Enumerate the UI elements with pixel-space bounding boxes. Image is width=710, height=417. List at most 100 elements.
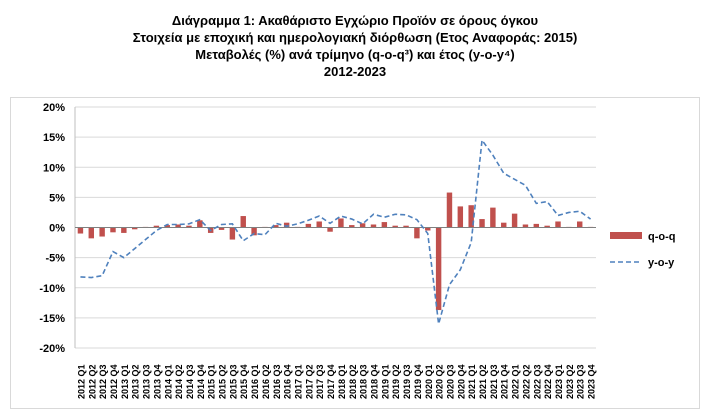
x-tick-label: 2014 Q1	[163, 364, 173, 399]
x-tick-label: 2012 Q2	[87, 364, 97, 399]
chart-title-line-2: Στοιχεία με εποχική και ημερολογιακή διό…	[132, 30, 578, 45]
x-tick-label: 2020 Q4	[456, 364, 466, 399]
y-tick-label: -5%	[45, 253, 65, 265]
line-y-o-y	[80, 137, 592, 325]
y-tick-label: 5%	[49, 192, 65, 204]
x-tick-label: 2017 Q3	[315, 364, 325, 399]
bar-q-o-q	[403, 225, 409, 228]
x-tick-label: 2021 Q4	[500, 364, 510, 399]
legend-label-y-o-y: y-o-y	[648, 257, 675, 269]
bar-q-o-q	[316, 221, 322, 228]
bar-q-o-q	[273, 225, 279, 228]
bar-q-o-q	[468, 205, 474, 228]
x-tick-label: 2020 Q3	[445, 364, 455, 399]
y-tick-label: -20%	[39, 343, 65, 355]
x-tick-label: 2019 Q1	[380, 364, 390, 399]
bar-q-o-q	[186, 225, 192, 228]
x-tick-label: 2023 Q3	[576, 364, 586, 399]
x-tick-label: 2012 Q4	[109, 364, 119, 399]
bar-q-o-q	[446, 192, 453, 228]
x-tick-label: 2019 Q3	[402, 364, 412, 399]
legend-swatch-q-o-q	[610, 232, 642, 239]
bar-q-o-q	[435, 227, 442, 311]
x-tick-label: 2013 Q2	[131, 364, 141, 399]
x-tick-label: 2012 Q3	[98, 364, 108, 399]
bar-q-o-q	[381, 222, 388, 228]
x-tick-label: 2016 Q2	[261, 364, 271, 399]
bar-q-o-q	[251, 227, 257, 236]
y-tick-label: -10%	[39, 283, 65, 295]
bar-q-o-q	[110, 227, 116, 233]
x-tick-label: 2017 Q2	[304, 364, 314, 399]
chart-title: Διάγραμμα 1: Ακαθάριστο Εγχώριο Προϊόν σ…	[0, 12, 710, 80]
bar-q-o-q	[555, 221, 561, 228]
bar-q-o-q	[77, 227, 84, 234]
x-tick-label: 2014 Q2	[174, 364, 184, 399]
chart-title-line-3: Μεταβολές (%) ανά τρίμηνο (q-o-q³) και έ…	[195, 47, 515, 62]
bar-q-o-q	[338, 218, 344, 228]
x-tick-label: 2022 Q3	[532, 364, 542, 399]
y-tick-label: -15%	[39, 313, 65, 325]
bar-q-o-q	[305, 223, 312, 228]
x-tick-label: 2015 Q2	[218, 364, 228, 399]
bar-q-o-q	[131, 227, 138, 230]
bar-q-o-q	[121, 227, 127, 233]
x-tick-label: 2019 Q4	[413, 364, 423, 399]
bar-q-o-q	[522, 224, 529, 228]
bar-q-o-q	[577, 221, 583, 228]
bar-q-o-q	[164, 225, 170, 228]
x-tick-label: 2022 Q4	[543, 364, 553, 399]
x-tick-label: 2023 Q4	[587, 364, 597, 399]
x-tick-label: 2022 Q1	[511, 364, 521, 399]
bar-q-o-q	[88, 227, 94, 239]
bar-q-o-q	[359, 223, 366, 228]
legend-label-q-o-q: q-o-q	[648, 231, 675, 243]
bar-q-o-q	[153, 225, 160, 228]
x-tick-label: 2023 Q1	[554, 364, 564, 399]
x-tick-label: 2020 Q2	[435, 364, 445, 399]
x-tick-label: 2016 Q4	[283, 364, 293, 399]
bar-q-o-q	[218, 227, 225, 230]
x-tick-label: 2018 Q3	[359, 364, 369, 399]
x-tick-label: 2021 Q3	[489, 364, 499, 399]
chart-title-line-4: 2012-2023	[323, 64, 387, 79]
x-tick-label: 2023 Q2	[565, 364, 575, 399]
bar-q-o-q	[501, 222, 507, 228]
bar-q-o-q	[392, 225, 398, 228]
x-tick-label: 2013 Q4	[152, 364, 162, 399]
x-tick-label: 2018 Q2	[348, 364, 358, 399]
x-tick-label: 2020 Q1	[424, 364, 434, 399]
x-tick-label: 2015 Q4	[239, 364, 249, 399]
bar-q-o-q	[425, 227, 431, 231]
bar-q-o-q	[414, 227, 420, 239]
x-tick-label: 2022 Q2	[521, 364, 531, 399]
bar-q-o-q	[175, 224, 181, 228]
bar-q-o-q	[544, 225, 550, 228]
bar-q-o-q	[370, 224, 377, 228]
x-tick-label: 2015 Q3	[228, 364, 238, 399]
bar-q-o-q	[283, 222, 290, 228]
x-tick-label: 2021 Q2	[478, 364, 488, 399]
x-tick-label: 2017 Q1	[294, 364, 304, 399]
bar-q-o-q	[349, 225, 355, 228]
bar-q-o-q	[533, 223, 540, 228]
bar-q-o-q	[511, 213, 518, 228]
y-tick-label: 15%	[43, 132, 65, 144]
y-tick-label: 10%	[43, 162, 65, 174]
x-tick-label: 2017 Q4	[326, 364, 336, 399]
bar-q-o-q	[490, 207, 496, 228]
bar-q-o-q	[479, 219, 485, 228]
x-tick-label: 2013 Q1	[120, 364, 130, 399]
y-tick-label: 0%	[49, 223, 65, 235]
bar-q-o-q	[240, 216, 246, 228]
bar-q-o-q	[229, 227, 236, 240]
plot-frame	[10, 97, 700, 409]
bar-q-o-q	[457, 206, 464, 228]
x-tick-label: 2014 Q4	[196, 364, 206, 399]
x-tick-label: 2013 Q3	[142, 364, 152, 399]
bar-q-o-q	[197, 220, 203, 228]
x-tick-label: 2014 Q3	[185, 364, 195, 399]
x-tick-label: 2018 Q4	[369, 364, 379, 399]
